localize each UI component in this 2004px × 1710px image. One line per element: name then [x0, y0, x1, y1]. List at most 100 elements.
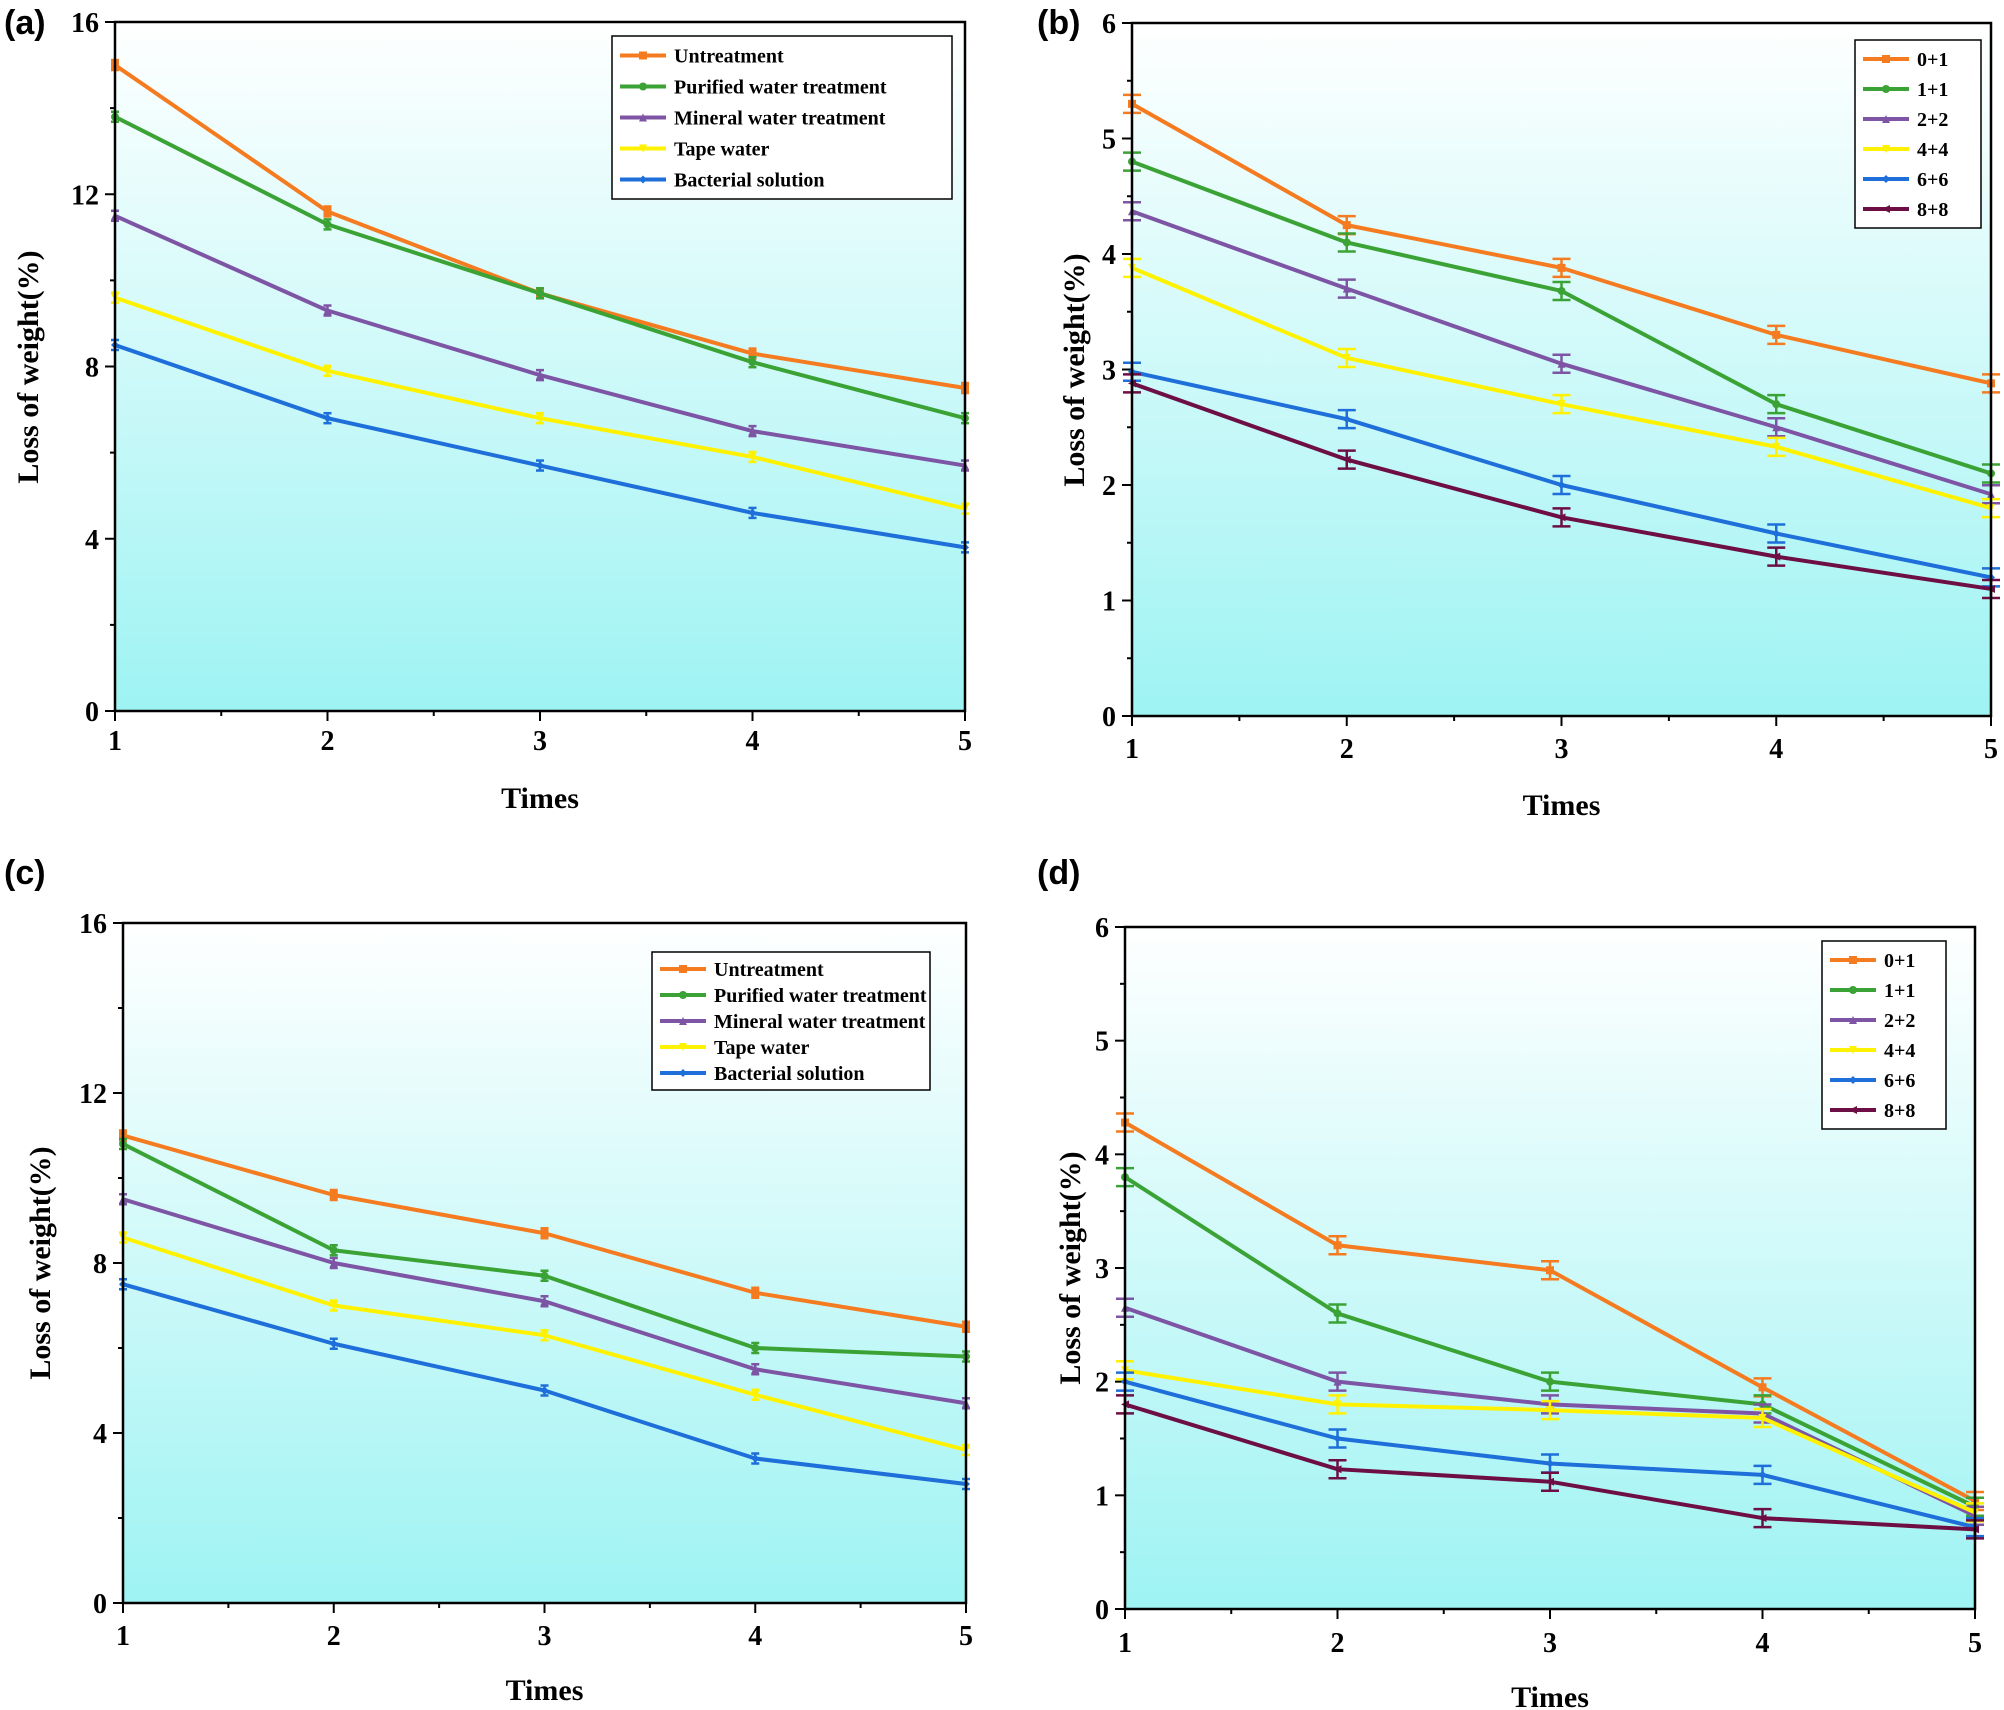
plot-frame [1123, 925, 1977, 1611]
x-tick-label: 1 [108, 726, 122, 757]
data-point [540, 1271, 549, 1280]
y-tick-label: 16 [79, 909, 107, 940]
plot-frame [121, 921, 968, 1605]
data-point [1772, 423, 1781, 432]
x-tick-label: 5 [959, 1621, 973, 1652]
data-point [540, 1297, 549, 1306]
x-axis-title: Times [501, 782, 579, 815]
y-tick-label: 12 [79, 1079, 107, 1110]
legend-marker [1849, 1076, 1857, 1084]
series-6-6 [1116, 1371, 1984, 1538]
data-point [329, 1191, 338, 1199]
legend-label: Bacterial solution [714, 1063, 865, 1085]
legend-label: 2+2 [1884, 1010, 1915, 1032]
data-point [1557, 400, 1566, 409]
panel-label: (c) [4, 854, 46, 892]
legend-label: Untreatment [674, 46, 784, 68]
legend-marker [1849, 1046, 1857, 1054]
data-point [1333, 1377, 1342, 1386]
x-tick-label: 1 [1118, 1628, 1132, 1659]
legend-marker [1849, 1106, 1857, 1114]
data-point [1772, 330, 1781, 339]
legend-box [1854, 39, 1982, 229]
data-point [748, 427, 757, 436]
legend-label: Tape water [674, 139, 769, 161]
data-point [323, 414, 332, 423]
x-tick-label: 5 [958, 726, 972, 757]
legend-marker [1882, 145, 1890, 153]
y-tick-label: 8 [85, 353, 99, 384]
y-tick-label: 4 [1095, 1140, 1109, 1171]
series-bacterial-solution [111, 338, 969, 554]
legend-marker [1882, 115, 1890, 123]
data-point [1758, 1470, 1767, 1479]
data-point [1557, 263, 1566, 272]
legend-marker [1882, 175, 1890, 183]
legend-marker [1849, 956, 1857, 964]
y-tick-label: 0 [1102, 702, 1116, 733]
y-axis-title: Loss of weight(%) [24, 1146, 57, 1379]
y-axis-title: Loss of weight(%) [1058, 253, 1091, 486]
legend-label: 8+8 [1917, 199, 1948, 221]
data-point [1772, 400, 1781, 409]
x-tick-label: 3 [1555, 734, 1569, 765]
legend-box [1821, 940, 1947, 1130]
legend-box [611, 35, 953, 200]
x-tick-label: 2 [1331, 1628, 1345, 1659]
y-tick-label: 16 [71, 8, 99, 39]
data-point [748, 452, 757, 461]
data-point [1342, 415, 1351, 424]
data-point [751, 1390, 760, 1399]
x-tick-label: 4 [746, 726, 760, 757]
data-point [1333, 1309, 1342, 1318]
data-point [329, 1339, 338, 1348]
data-point [323, 306, 332, 315]
legend-marker [639, 82, 647, 91]
legend-label: Mineral water treatment [714, 1011, 926, 1033]
legend-label: Untreatment [714, 959, 824, 981]
y-tick-label: 4 [85, 525, 99, 556]
legend: 0+1 1+1 2+2 4+4 6+6 8+8 [1821, 940, 1947, 1130]
data-point [751, 1454, 760, 1463]
data-point [1546, 1459, 1554, 1468]
legend-marker [679, 991, 687, 999]
legend-marker [679, 1043, 687, 1051]
data-point [329, 1259, 338, 1267]
legend-label: 1+1 [1884, 980, 1915, 1002]
data-point [1772, 529, 1781, 538]
data-point [1758, 1383, 1767, 1392]
legend-label: 1+1 [1917, 79, 1948, 101]
data-point [1546, 1266, 1554, 1275]
panel-label: (d) [1037, 854, 1080, 892]
legend-label: Purified water treatment [714, 985, 927, 1007]
legend-label: 0+1 [1884, 950, 1915, 972]
data-point [751, 1288, 760, 1297]
data-point [536, 371, 544, 380]
y-tick-label: 5 [1095, 1027, 1109, 1058]
data-point [1546, 1406, 1554, 1415]
data-point [748, 358, 757, 367]
legend-label: Mineral water treatment [674, 108, 886, 130]
data-point [329, 1301, 338, 1310]
legend: Untreatment Purified water treatment Miner… [651, 951, 931, 1091]
data-point [1772, 552, 1781, 561]
data-point [1546, 1477, 1554, 1486]
legend-marker [1849, 1016, 1857, 1024]
legend-label: Purified water treatment [674, 77, 887, 99]
legend-marker [679, 1017, 687, 1025]
legend-label: 0+1 [1917, 49, 1948, 71]
legend-marker [679, 965, 687, 973]
series-purified-water-treatment [111, 110, 969, 425]
y-tick-label: 5 [1102, 125, 1116, 156]
x-tick-label: 1 [1125, 734, 1139, 765]
panel-label: (a) [4, 4, 46, 42]
data-point [323, 220, 332, 229]
legend-marker [639, 51, 647, 60]
series-8-8 [1116, 1394, 1984, 1540]
data-point [751, 1365, 760, 1374]
data-point [748, 349, 757, 358]
y-tick-label: 3 [1102, 356, 1116, 387]
y-tick-label: 4 [1102, 240, 1116, 271]
